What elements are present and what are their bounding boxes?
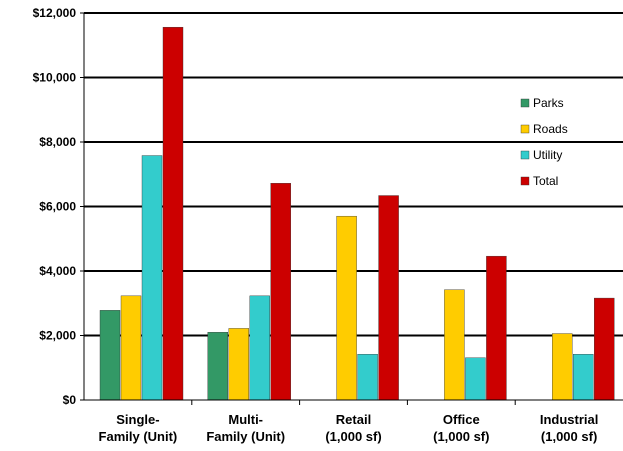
x-category-label: Single- bbox=[116, 412, 159, 427]
y-tick-label: $0 bbox=[63, 393, 77, 407]
legend-label: Parks bbox=[533, 96, 564, 110]
y-tick-label: $12,000 bbox=[33, 6, 77, 20]
bar-utility bbox=[141, 155, 163, 401]
bar-total bbox=[594, 297, 615, 401]
legend-swatch-roads bbox=[520, 124, 530, 134]
bar-total bbox=[378, 195, 399, 401]
y-tick-label: $6,000 bbox=[39, 200, 76, 214]
bar-total bbox=[270, 183, 291, 401]
y-tick-label: $2,000 bbox=[39, 329, 76, 343]
x-category-label: Family (Unit) bbox=[99, 429, 178, 444]
bar-roads bbox=[120, 295, 142, 401]
x-category-label: Retail bbox=[336, 412, 371, 427]
legend-label: Utility bbox=[533, 148, 562, 162]
bar-total bbox=[486, 255, 507, 401]
x-category-labels: Single- Family (Unit) Multi- Family (Unit) R… bbox=[99, 400, 599, 444]
bar-parks bbox=[207, 332, 229, 401]
x-category-label: Family (Unit) bbox=[206, 429, 285, 444]
y-tick-label: $8,000 bbox=[39, 135, 76, 149]
bars bbox=[99, 26, 615, 401]
legend-swatch-utility bbox=[520, 150, 530, 160]
bar-roads bbox=[552, 333, 573, 401]
x-category-label: (1,000 sf) bbox=[433, 429, 489, 444]
bar-roads bbox=[228, 328, 250, 401]
bar-utility bbox=[465, 357, 486, 401]
bar-roads bbox=[444, 289, 465, 401]
x-category-label: (1,000 sf) bbox=[541, 429, 597, 444]
bar-parks bbox=[99, 310, 121, 401]
legend-swatch-total bbox=[520, 176, 530, 186]
legend-label: Roads bbox=[533, 122, 568, 136]
bar-total bbox=[162, 26, 184, 401]
x-category-label: Industrial bbox=[540, 412, 599, 427]
legend-label: Total bbox=[533, 174, 558, 188]
y-tick-label: $10,000 bbox=[33, 71, 77, 85]
bar-utility bbox=[573, 354, 594, 401]
bar-roads bbox=[336, 215, 357, 401]
y-tick-labels: $0 $2,000 $4,000 $6,000 $8,000 $10,000 $12,000 bbox=[33, 6, 84, 407]
y-tick-label: $4,000 bbox=[39, 264, 76, 278]
legend-swatch-parks bbox=[520, 98, 530, 108]
bar-utility bbox=[357, 354, 378, 401]
bar-utility bbox=[249, 295, 271, 401]
x-category-label: Multi- bbox=[228, 412, 263, 427]
legend: Parks Roads Utility Total bbox=[520, 96, 568, 188]
x-category-label: Office bbox=[443, 412, 480, 427]
x-category-label: (1,000 sf) bbox=[325, 429, 381, 444]
